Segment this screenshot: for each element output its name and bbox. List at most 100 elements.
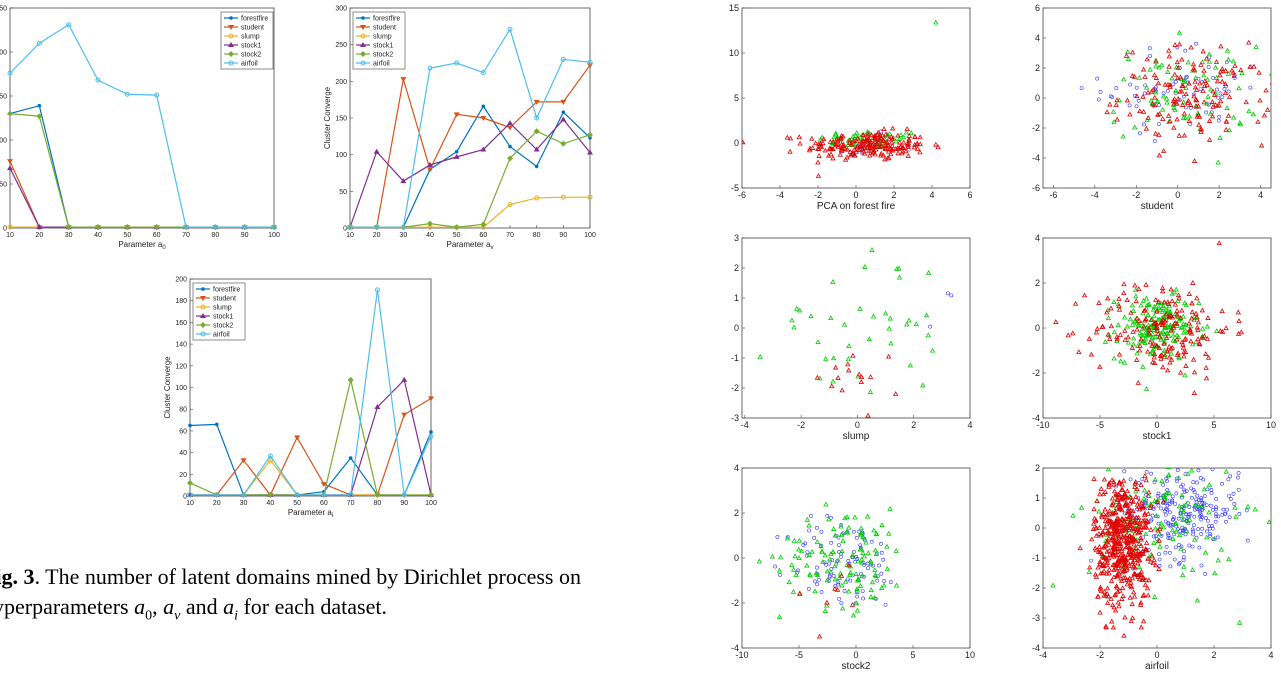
point-green xyxy=(1199,505,1206,511)
point-red xyxy=(1121,290,1127,295)
point-green xyxy=(858,531,864,537)
point-green xyxy=(860,550,866,555)
point-green xyxy=(1166,119,1172,124)
point-red xyxy=(1132,530,1138,536)
point-green xyxy=(866,336,873,342)
point-blue xyxy=(1169,500,1174,505)
point-red xyxy=(1112,533,1119,539)
point-red xyxy=(1119,481,1125,487)
point-red xyxy=(1105,528,1111,534)
point-green xyxy=(1188,468,1195,473)
point-red xyxy=(1182,336,1188,342)
point-green xyxy=(1140,297,1147,303)
point-red xyxy=(1213,59,1220,64)
series-line-student xyxy=(350,64,591,228)
x-axis-label: PCA on forest fire xyxy=(817,201,896,212)
point-green xyxy=(1176,29,1183,35)
point-red xyxy=(1161,340,1167,346)
point-red xyxy=(1255,118,1261,124)
point-red xyxy=(1146,489,1152,495)
point-green xyxy=(1118,358,1124,364)
point-red xyxy=(1122,556,1129,562)
y-tick-label: -1 xyxy=(731,353,739,363)
point-blue xyxy=(1220,95,1225,100)
point-green xyxy=(1152,334,1159,339)
point-blue xyxy=(1095,76,1100,81)
point-blue xyxy=(815,565,819,570)
point-blue xyxy=(1199,515,1204,520)
point-red xyxy=(1119,515,1125,521)
x-tick-label: -2 xyxy=(1096,650,1104,660)
point-red xyxy=(1246,39,1252,45)
x-tick-label: -2 xyxy=(797,420,805,430)
data-point-student xyxy=(240,458,247,464)
point-green xyxy=(831,134,837,140)
data-point-airfoil xyxy=(241,492,247,498)
point-red xyxy=(827,146,834,152)
point-red xyxy=(1128,494,1134,500)
point-blue xyxy=(1209,490,1214,495)
point-green xyxy=(1155,538,1161,544)
point-green xyxy=(796,537,802,543)
point-red xyxy=(1096,544,1103,549)
series-line-student xyxy=(190,397,432,497)
point-red xyxy=(1122,533,1129,539)
point-red xyxy=(1096,491,1103,497)
y-tick-label: 60 xyxy=(179,428,187,435)
point-red xyxy=(903,148,909,154)
point-red xyxy=(1201,99,1207,105)
point-red xyxy=(1112,530,1118,536)
point-green xyxy=(812,588,818,594)
point-red xyxy=(850,137,857,143)
point-green xyxy=(1167,322,1173,328)
point-green xyxy=(1182,372,1188,378)
point-green xyxy=(1152,498,1158,503)
x-tick-label: 6 xyxy=(967,190,972,200)
data-point-airfoil xyxy=(400,224,406,230)
point-red xyxy=(1136,503,1142,509)
point-red xyxy=(1099,514,1105,520)
point-green xyxy=(841,321,848,327)
point-red xyxy=(1136,317,1142,323)
point-red xyxy=(1097,363,1103,369)
point-red xyxy=(1116,534,1122,540)
point-red xyxy=(833,142,839,148)
point-blue xyxy=(1211,75,1216,80)
point-green xyxy=(1173,87,1179,93)
point-red xyxy=(917,141,923,147)
point-green xyxy=(1070,512,1076,518)
point-red xyxy=(1153,325,1159,331)
point-green xyxy=(796,307,803,313)
point-red xyxy=(840,133,846,139)
point-blue xyxy=(1108,94,1113,99)
point-red xyxy=(1161,353,1168,359)
x-tick-label: -4 xyxy=(776,190,784,200)
point-red xyxy=(1145,592,1151,598)
point-red xyxy=(1115,546,1121,552)
point-red xyxy=(1136,286,1142,292)
point-green xyxy=(1110,108,1117,114)
data-point-student xyxy=(507,125,513,131)
point-blue xyxy=(1216,514,1221,519)
point-green xyxy=(1176,532,1183,538)
point-red xyxy=(1155,527,1161,533)
point-blue xyxy=(837,543,841,547)
point-red xyxy=(1201,67,1207,73)
point-green xyxy=(1141,487,1148,493)
point-red xyxy=(1160,288,1166,294)
legend-label-slump: slump xyxy=(213,305,232,312)
point-red xyxy=(1124,536,1131,542)
point-red xyxy=(1116,479,1122,485)
point-red xyxy=(1110,544,1116,550)
data-point-stock2 xyxy=(428,491,434,498)
point-red xyxy=(1180,344,1187,350)
point-blue xyxy=(946,291,950,296)
point-red xyxy=(1101,544,1107,550)
point-blue xyxy=(1216,118,1221,123)
point-blue xyxy=(1188,451,1191,454)
point-green xyxy=(796,555,802,561)
data-point-stock2 xyxy=(587,131,593,138)
point-blue xyxy=(851,550,856,554)
y-tick-label: 2 xyxy=(734,263,739,273)
point-red xyxy=(1134,486,1140,492)
